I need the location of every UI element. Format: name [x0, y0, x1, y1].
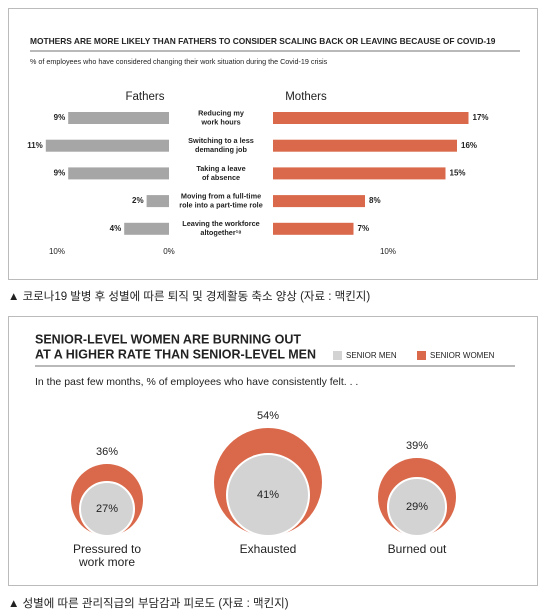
panel-border — [8, 316, 538, 586]
category-label: altogether¹⁸ — [200, 228, 241, 237]
bar — [146, 195, 169, 208]
legend-swatch — [417, 351, 426, 360]
panel-border — [8, 8, 538, 280]
category-label: Reducing my — [198, 108, 245, 117]
caption: ▲ 코로나19 발병 후 성별에 따른 퇴직 및 경제활동 축소 양상 (자료 … — [8, 289, 370, 303]
category-label: Exhausted — [240, 542, 297, 556]
category-label: role into a part-time role — [179, 201, 263, 210]
x-tick-label: 10% — [49, 247, 65, 256]
chart-subtitle: In the past few months, % of employees w… — [35, 376, 358, 388]
caption: ▲ 성별에 따른 관리직급의 부담감과 피로도 (자료 : 맥킨지) — [8, 597, 289, 610]
legend-label: SENIOR WOMEN — [430, 351, 495, 360]
bar — [273, 112, 469, 124]
chart-title: SENIOR-LEVEL WOMEN ARE BURNING OUT — [35, 332, 301, 346]
x-tick-label: 10% — [380, 247, 396, 256]
value-label: 4% — [110, 224, 122, 233]
value-label: 9% — [54, 113, 66, 122]
bar — [273, 222, 354, 235]
x-tick-label: 0% — [163, 247, 175, 256]
chart-subtitle: % of employees who have considered chang… — [30, 57, 328, 66]
series-header: Mothers — [285, 91, 327, 103]
bar — [45, 139, 169, 152]
men-circle — [387, 477, 447, 537]
value-label: 7% — [358, 224, 370, 233]
category-label: demanding job — [195, 145, 247, 154]
value-label: 11% — [27, 141, 43, 150]
chart-title: AT A HIGHER RATE THAN SENIOR-LEVEL MEN — [35, 347, 316, 361]
category-label: Leaving the workforce — [182, 219, 259, 228]
category-label: Taking a leave — [196, 164, 245, 173]
bar — [68, 167, 169, 180]
category-label: of absence — [202, 173, 240, 182]
value-label: 16% — [461, 141, 477, 150]
bar — [68, 112, 169, 124]
value-label: 54% — [257, 410, 279, 422]
men-circle — [226, 453, 310, 537]
bar — [273, 195, 365, 208]
men-circle — [79, 481, 135, 537]
bar — [273, 167, 446, 180]
series-header: Fathers — [126, 91, 165, 103]
value-label: 41% — [257, 489, 279, 501]
value-label: 15% — [450, 169, 466, 178]
category-label: work hours — [200, 117, 240, 126]
category-label: work more — [78, 555, 135, 569]
legend-label: SENIOR MEN — [346, 351, 397, 360]
category-label: Burned out — [388, 542, 447, 556]
value-label: 27% — [96, 503, 118, 515]
value-label: 36% — [96, 446, 118, 458]
value-label: 17% — [473, 113, 489, 122]
bar — [124, 222, 169, 235]
legend-swatch — [333, 351, 342, 360]
value-label: 8% — [369, 196, 381, 205]
category-label: Switching to a less — [188, 136, 254, 145]
chart-title: MOTHERS ARE MORE LIKELY THAN FATHERS TO … — [30, 36, 496, 46]
value-label: 29% — [406, 501, 428, 513]
bar — [273, 139, 457, 152]
category-label: Moving from a full-time — [181, 192, 261, 201]
value-label: 2% — [132, 196, 144, 205]
value-label: 9% — [54, 169, 66, 178]
category-label: Pressured to — [73, 542, 141, 556]
value-label: 39% — [406, 440, 428, 452]
